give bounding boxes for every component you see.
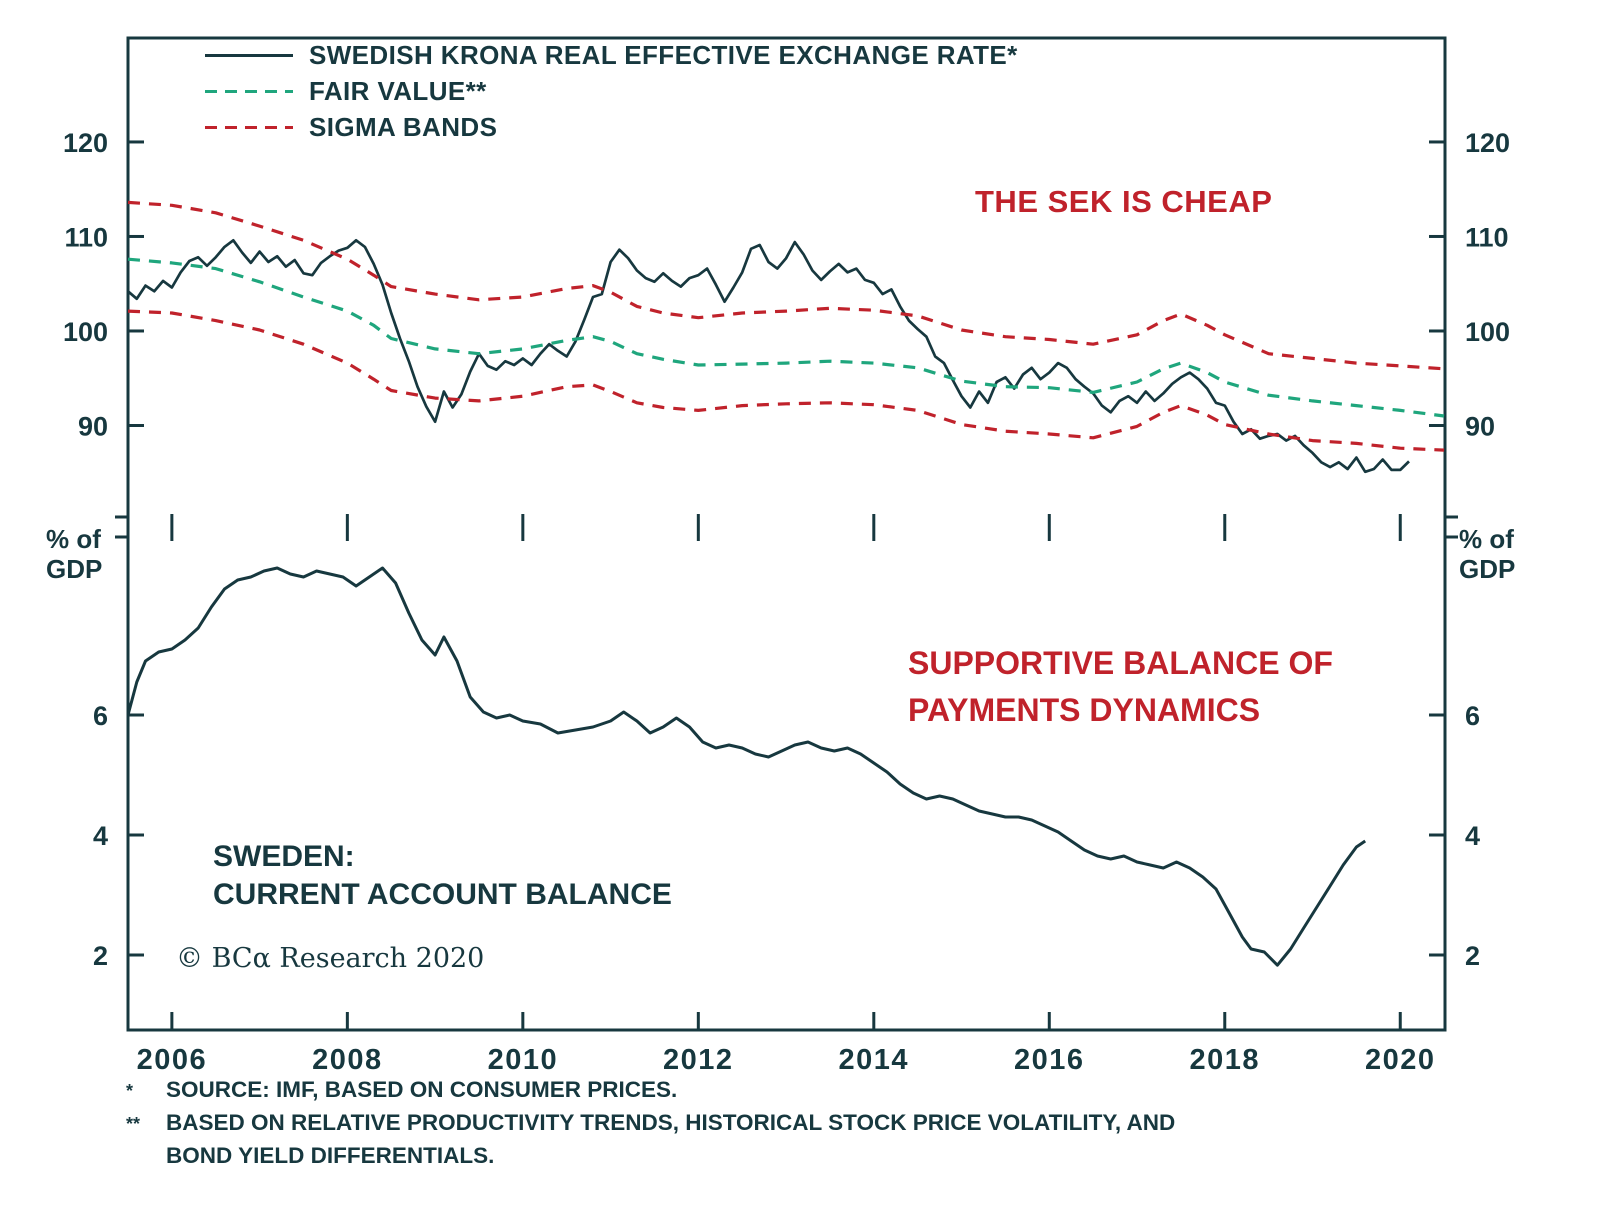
y-tick-label-right: 100 [1465, 317, 1510, 347]
legend: SWEDISH KRONA REAL EFFECTIVE EXCHANGE RA… [205, 40, 1018, 142]
y-tick-label-right: 90 [1465, 411, 1495, 441]
y-tick-label-left: 120 [63, 128, 108, 158]
chart-frame [126, 36, 1447, 1032]
footnote-marker: * [126, 1081, 134, 1101]
x-tick-label: 2012 [663, 1044, 734, 1076]
footnote-methodology-cont: BOND YIELD DIFFERENTIALS. [126, 1140, 1175, 1171]
legend-label-sigma-bands: SIGMA BANDS [309, 112, 498, 142]
current-account-line [126, 566, 1367, 967]
reer-line [127, 238, 1410, 474]
sigma-band-upper [127, 200, 1445, 371]
x-tick-label: 2016 [1014, 1044, 1085, 1076]
current-account-series-label: SWEDEN: CURRENT ACCOUNT BALANCE [213, 840, 672, 911]
legend-item-reer: SWEDISH KRONA REAL EFFECTIVE EXCHANGE RA… [205, 40, 1018, 70]
y-tick-label-left: 6 [93, 701, 108, 731]
annotation-balance-of-payments: SUPPORTIVE BALANCE OF PAYMENTS DYNAMICS [908, 645, 1333, 728]
y-tick-label-left: 90 [78, 411, 108, 441]
y-tick-label-left: 100 [63, 317, 108, 347]
footnote-methodology: ** BASED ON RELATIVE PRODUCTIVITY TRENDS… [126, 1107, 1175, 1140]
y-tick-label-left: 2 [93, 941, 108, 971]
x-tick-label: 2018 [1190, 1044, 1261, 1076]
legend-item-fair-value: FAIR VALUE** [205, 76, 1018, 106]
sigma-band-lower [127, 309, 1445, 452]
copyright-text: © BCα Research 2020 [176, 943, 485, 974]
footnote-source: * SOURCE: IMF, BASED ON CONSUMER PRICES. [126, 1074, 1175, 1107]
fair-value-line [127, 257, 1445, 418]
sigma-bands-line-sample-icon [205, 126, 293, 129]
y-tick-label-right: 6 [1465, 701, 1480, 731]
x-tick-label: 2008 [312, 1044, 383, 1076]
y-tick-label-right: 110 [1465, 222, 1509, 252]
y-axis-unit-label-right: % of GDP [1459, 524, 1516, 584]
footnotes: * SOURCE: IMF, BASED ON CONSUMER PRICES.… [126, 1074, 1175, 1171]
y-tick-label-right: 120 [1465, 128, 1510, 158]
y-tick-label-right: 4 [1465, 821, 1480, 851]
x-tick-label: 2020 [1365, 1044, 1436, 1076]
footnote-marker: ** [126, 1114, 141, 1134]
footnote-marker [126, 1140, 166, 1171]
legend-item-sigma-bands: SIGMA BANDS [205, 112, 1018, 142]
x-tick-label: 2010 [488, 1044, 559, 1076]
y-tick-label-left: 4 [93, 821, 108, 851]
footnote-text: SOURCE: IMF, BASED ON CONSUMER PRICES. [166, 1077, 678, 1102]
annotation-sek-cheap: THE SEK IS CHEAP [975, 184, 1273, 219]
y-tick-label-left: 110 [64, 222, 108, 252]
legend-label-fair-value: FAIR VALUE** [309, 76, 487, 106]
footnote-text: BOND YIELD DIFFERENTIALS. [166, 1143, 495, 1168]
fair-value-line-sample-icon [205, 90, 293, 93]
legend-label-reer: SWEDISH KRONA REAL EFFECTIVE EXCHANGE RA… [309, 40, 1018, 70]
reer-line-sample-icon [205, 54, 293, 57]
footnote-text: BASED ON RELATIVE PRODUCTIVITY TRENDS, H… [166, 1110, 1176, 1135]
x-tick-label: 2014 [839, 1044, 910, 1076]
y-tick-label-right: 2 [1465, 941, 1480, 971]
x-tick-label: 2006 [137, 1044, 208, 1076]
y-axis-unit-label-left: % of GDP [46, 524, 103, 584]
